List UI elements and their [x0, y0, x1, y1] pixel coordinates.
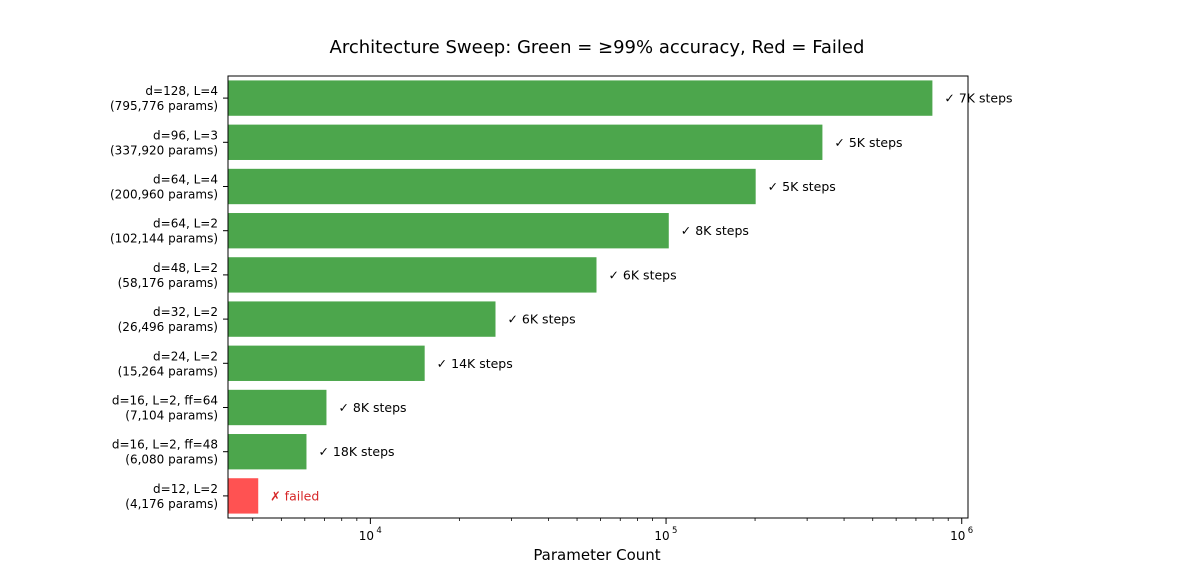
y-tick-label-line1-8: d=16, L=2, ff=48 — [112, 438, 218, 452]
y-tick-label-line2-5: (26,496 params) — [118, 320, 218, 334]
bar-8 — [228, 434, 307, 470]
y-tick-label-line1-5: d=32, L=2 — [153, 305, 218, 319]
y-tick-label-line1-2: d=64, L=4 — [153, 173, 218, 187]
x-tick-label-exponent-1: 5 — [672, 526, 677, 536]
y-tick-label-line2-3: (102,144 params) — [110, 232, 218, 246]
bar-6 — [228, 345, 425, 381]
y-tick-label-line1-3: d=64, L=2 — [153, 217, 218, 231]
bar-1 — [228, 124, 823, 160]
x-tick-label-exponent-0: 4 — [376, 526, 381, 536]
y-tick-label-line1-7: d=16, L=2, ff=64 — [112, 394, 218, 408]
bar-7 — [228, 389, 327, 426]
bar-annotation-8: ✓ 18K steps — [318, 444, 394, 459]
y-tick-labels: d=128, L=4(795,776 params) d=96, L=3(337,… — [110, 84, 228, 511]
bar-annotation-2: ✓ 5K steps — [768, 179, 836, 194]
plot-frame — [227, 75, 969, 519]
y-tick-label-line1-0: d=128, L=4 — [145, 84, 218, 98]
y-tick-label-line2-4: (58,176 params) — [118, 276, 218, 290]
y-tick-label-line1-9: d=12, L=2 — [153, 482, 218, 496]
bar-0 — [228, 80, 933, 116]
bar-annotation-1: ✓ 5K steps — [834, 135, 902, 150]
x-tick-label-base-0: 10 — [359, 529, 374, 543]
y-tick-label-line1-6: d=24, L=2 — [153, 349, 218, 363]
bar-annotation-4: ✓ 6K steps — [608, 267, 676, 282]
x-tick-label-base-2: 10 — [950, 529, 965, 543]
y-tick-label-line2-8: (6,080 params) — [125, 453, 218, 467]
bar-annotation-9: ✗ failed — [270, 488, 319, 503]
y-tick-label-line2-0: (795,776 params) — [110, 99, 218, 113]
bar-annotations: ✓ 7K steps ✓ 5K steps ✓ 5K steps ✓ 8K steps… — [270, 91, 1012, 504]
y-tick-label-line1-1: d=96, L=3 — [153, 128, 218, 142]
y-tick-label-line2-6: (15,264 params) — [118, 364, 218, 378]
y-tick-label-line2-7: (7,104 params) — [125, 409, 218, 423]
y-tick-label-line2-1: (337,920 params) — [110, 143, 218, 157]
bar-annotation-0: ✓ 7K steps — [944, 91, 1012, 106]
y-tick-label-line1-4: d=48, L=2 — [153, 261, 218, 275]
bar-annotation-7: ✓ 8K steps — [338, 400, 406, 415]
bar-9 — [228, 478, 259, 514]
bar-annotation-5: ✓ 6K steps — [507, 312, 575, 327]
x-axis-label: Parameter Count — [533, 546, 660, 564]
bar-annotation-3: ✓ 8K steps — [681, 223, 749, 238]
x-tick-label-exponent-2: 6 — [968, 526, 973, 536]
x-axis-ticks: 10 4 10 5 10 6 — [252, 518, 973, 543]
bar-3 — [228, 213, 669, 249]
bar-5 — [228, 301, 496, 337]
y-tick-label-line2-9: (4,176 params) — [125, 497, 218, 511]
bar-2 — [228, 168, 756, 205]
bar-4 — [228, 257, 597, 293]
bar-annotation-6: ✓ 14K steps — [437, 356, 513, 371]
y-tick-label-line2-2: (200,960 params) — [110, 188, 218, 202]
bars-layer — [228, 80, 933, 514]
chart-title: Architecture Sweep: Green = ≥99% accurac… — [330, 37, 865, 58]
x-tick-label-base-1: 10 — [654, 529, 669, 543]
